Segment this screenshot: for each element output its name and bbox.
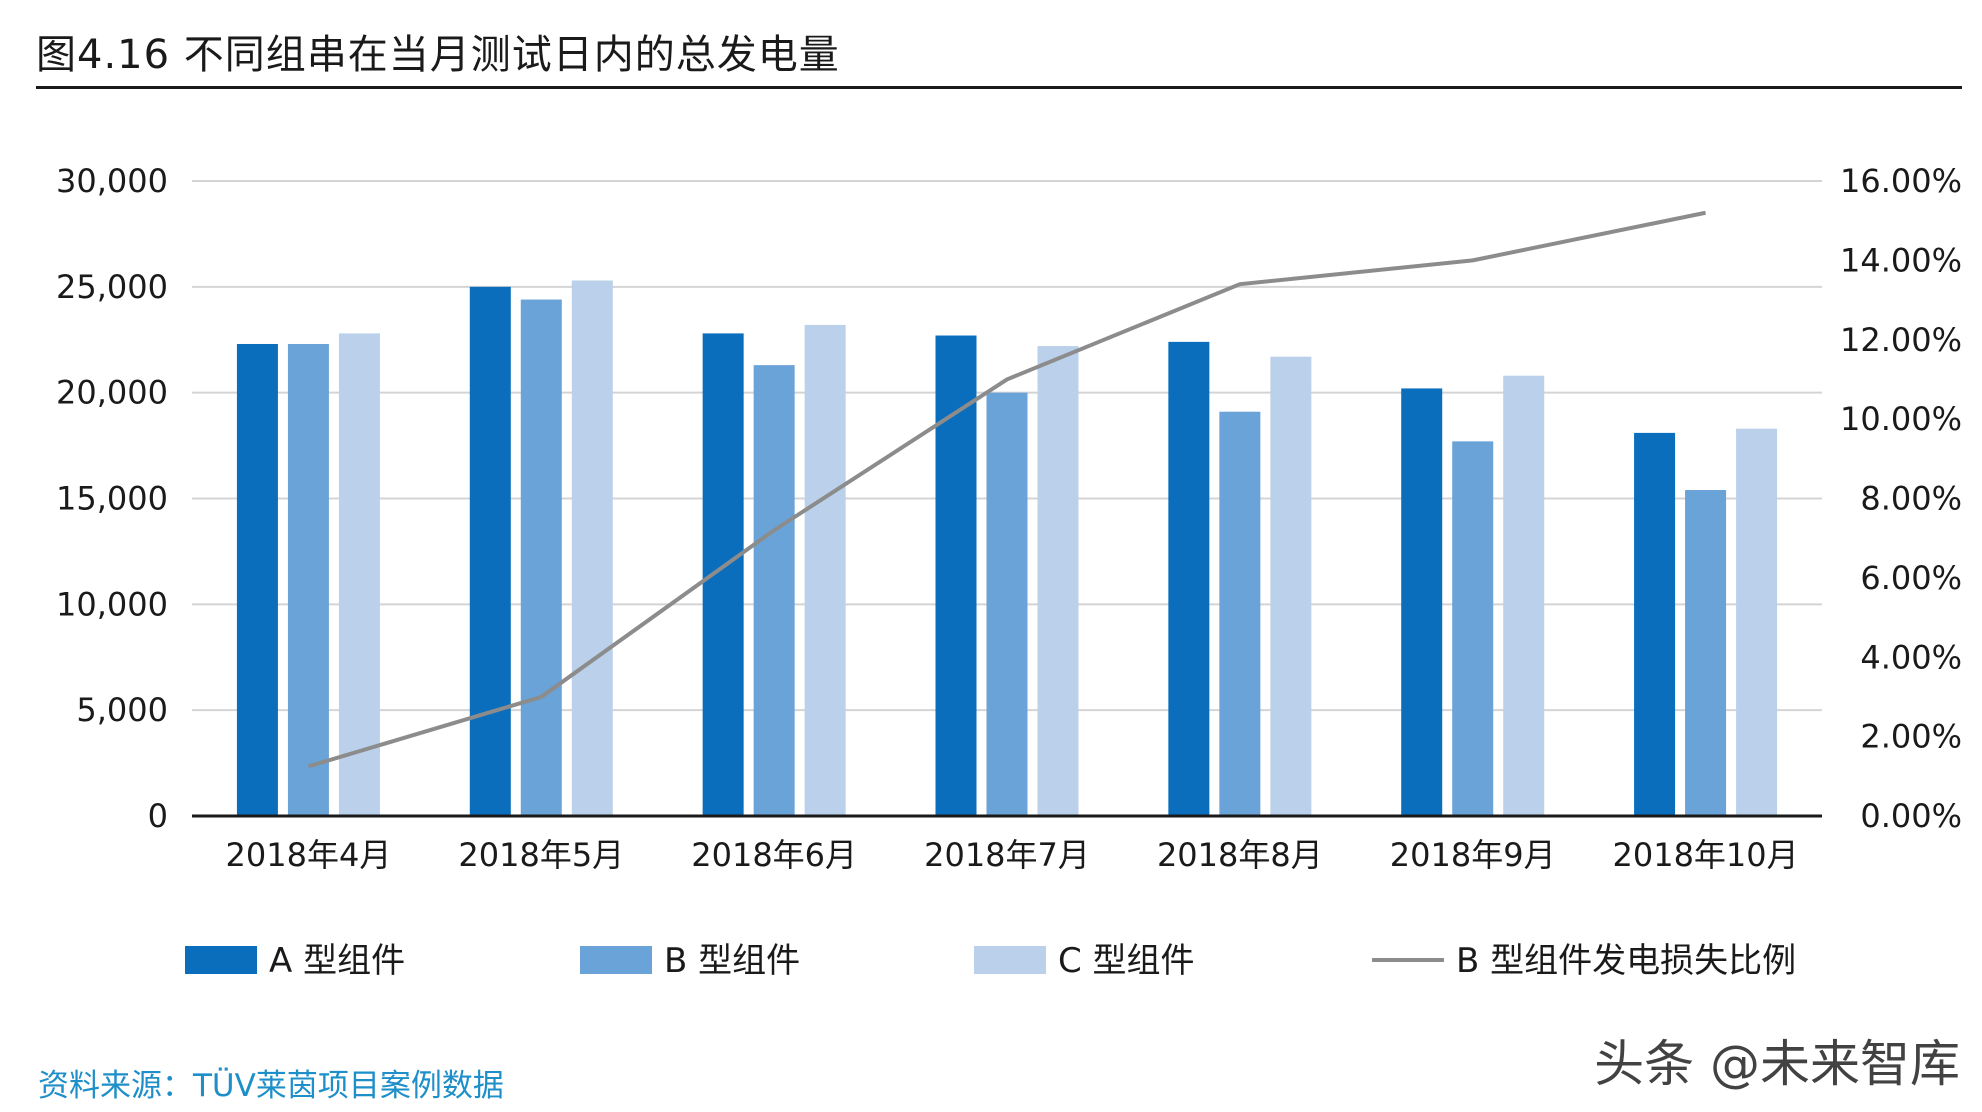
left-y-tick-label: 10,000 — [56, 585, 168, 623]
legend-swatch — [580, 946, 652, 974]
bars — [236, 280, 1778, 816]
legend: A 型组件 B 型组件 C 型组件 B 型组件发电损失比例 — [185, 941, 1796, 981]
right-y-tick-label: 0.00% — [1860, 797, 1962, 835]
x-tick-label: 2018年10月 — [1612, 836, 1798, 874]
bar-A型组件 — [236, 343, 278, 816]
source-note: 资料来源：TÜV莱茵项目案例数据 — [38, 1068, 504, 1104]
x-tick-label: 2018年4月 — [226, 836, 392, 874]
left-y-tick-label: 25,000 — [56, 268, 168, 306]
right-y-axis: 0.00% 2.00% 4.00% 6.00% 8.00% 10.00% 12.00% 14.… — [1840, 162, 1962, 835]
x-tick-label: 2018年6月 — [691, 836, 857, 874]
bar-C型组件 — [338, 333, 380, 816]
bar-B型组件 — [986, 392, 1028, 816]
legend-swatch — [974, 946, 1046, 974]
legend-label: A 型组件 — [269, 941, 405, 981]
x-tick-label: 2018年8月 — [1157, 836, 1323, 874]
bar-C型组件 — [804, 324, 846, 816]
right-y-tick-label: 6.00% — [1860, 559, 1962, 597]
x-tick-label: 2018年7月 — [924, 836, 1090, 874]
x-tick-label: 2018年9月 — [1390, 836, 1556, 874]
right-y-tick-label: 14.00% — [1840, 241, 1962, 279]
bar-B型组件 — [287, 343, 329, 816]
chart-title: 图4.16 不同组串在当月测试日内的总发电量 — [36, 32, 840, 78]
bar-C型组件 — [571, 280, 613, 816]
x-tick-label: 2018年5月 — [458, 836, 624, 874]
bar-B型组件 — [1452, 441, 1494, 816]
legend-label: C 型组件 — [1058, 941, 1195, 981]
bar-B型组件 — [753, 365, 795, 816]
right-y-tick-label: 4.00% — [1860, 638, 1962, 676]
bar-C型组件 — [1503, 375, 1545, 816]
bar-C型组件 — [1270, 356, 1312, 816]
title-divider — [36, 86, 1962, 89]
bar-B型组件 — [520, 299, 562, 816]
bar-A型组件 — [1634, 432, 1676, 816]
right-y-tick-label: 2.00% — [1860, 718, 1962, 756]
bar-A型组件 — [935, 335, 977, 816]
legend-label: B 型组件发电损失比例 — [1456, 941, 1796, 981]
legend-label: B 型组件 — [664, 941, 800, 981]
bar-A型组件 — [469, 286, 511, 816]
right-y-tick-label: 10.00% — [1840, 400, 1962, 438]
bar-C型组件 — [1736, 428, 1778, 816]
right-y-tick-label: 8.00% — [1860, 480, 1962, 518]
right-y-tick-label: 16.00% — [1840, 162, 1962, 200]
bar-A型组件 — [1401, 388, 1443, 816]
legend-swatch — [185, 946, 257, 974]
watermark: 头条 @未来智库 — [1594, 1035, 1960, 1093]
left-y-axis: 0 5,000 10,000 15,000 20,000 25,000 30,000 — [56, 162, 168, 835]
left-y-tick-label: 30,000 — [56, 162, 168, 200]
bar-B型组件 — [1219, 411, 1261, 816]
bar-B型组件 — [1685, 490, 1727, 816]
left-y-tick-label: 5,000 — [76, 691, 168, 729]
bar-C型组件 — [1037, 346, 1079, 816]
right-y-tick-label: 12.00% — [1840, 321, 1962, 359]
left-y-tick-label: 20,000 — [56, 374, 168, 412]
loss-ratio-line — [307, 210, 1706, 769]
left-y-tick-label: 15,000 — [56, 480, 168, 518]
bar-A型组件 — [1168, 341, 1210, 816]
x-axis: 2018年4月 2018年5月 2018年6月 2018年7月 2018年8月 2018年… — [192, 814, 1822, 874]
left-y-tick-label: 0 — [148, 797, 168, 835]
